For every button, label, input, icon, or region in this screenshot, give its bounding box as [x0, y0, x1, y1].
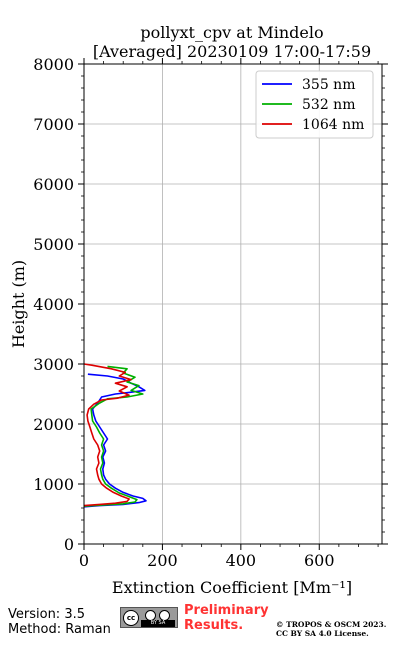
legend: 355 nm 532 nm 1064 nm: [255, 70, 374, 139]
method-label: Method: Raman: [8, 622, 111, 637]
copyright-line2: CC BY SA 4.0 License.: [276, 629, 369, 638]
preliminary-line1: Preliminary: [184, 603, 269, 618]
x-axis-label: Extinction Coefficient [Mm⁻¹]: [112, 578, 352, 597]
x-tick-label: 200: [147, 551, 178, 570]
series-line-532-nm: [83, 365, 144, 507]
y-axis-label: Height (m): [9, 260, 28, 348]
y-tick-label: 5000: [33, 235, 74, 254]
legend-label: 532 nm: [302, 97, 355, 113]
y-tick-label: 6000: [33, 175, 74, 194]
legend-label: 1064 nm: [302, 117, 364, 133]
cc-license-badge: cc BY SA: [120, 607, 178, 628]
axis-ticks: 0 200 400 600010002000300040005000600070008…: [33, 55, 388, 570]
preliminary-line2: Results.: [184, 618, 244, 633]
chart-title-line1: pollyxt_cpv at Mindelo: [140, 23, 323, 42]
y-tick-label: 4000: [33, 295, 74, 314]
chart-title-line2: [Averaged] 20230109 17:00-17:59: [93, 42, 371, 61]
y-tick-label: 2000: [33, 415, 74, 434]
y-tick-label: 1000: [33, 475, 74, 494]
x-tick-label: 0: [79, 551, 89, 570]
legend-box: [255, 70, 374, 139]
y-tick-label: 7000: [33, 115, 74, 134]
y-tick-label: 3000: [33, 355, 74, 374]
legend-label: 355 nm: [302, 77, 355, 93]
copyright-line1: © TROPOS & OSCM 2023.: [276, 620, 387, 629]
cc-icon: cc: [123, 610, 139, 626]
license-badge-text: BY SA: [141, 620, 175, 627]
x-tick-label: 400: [226, 551, 257, 570]
y-tick-label: 8000: [33, 55, 74, 74]
version-label: Version: 3.5: [8, 607, 85, 622]
series-line-355-nm: [83, 373, 147, 508]
y-tick-label: 0: [64, 535, 74, 554]
series-group: [83, 363, 147, 508]
x-tick-label: 600: [304, 551, 335, 570]
series-line-1064-nm: [83, 363, 132, 507]
